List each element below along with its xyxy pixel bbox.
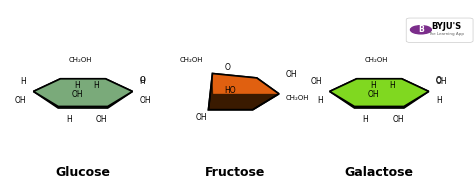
- Text: The Learning App: The Learning App: [428, 32, 465, 36]
- Polygon shape: [33, 79, 132, 106]
- Text: H: H: [317, 96, 322, 105]
- Circle shape: [410, 26, 431, 34]
- Text: OH: OH: [15, 96, 26, 105]
- Polygon shape: [330, 79, 429, 106]
- Text: CH₂OH: CH₂OH: [179, 57, 203, 63]
- Text: H: H: [93, 81, 99, 90]
- Text: O: O: [436, 76, 442, 85]
- Text: H: H: [390, 81, 395, 90]
- Text: OH: OH: [96, 115, 108, 124]
- Text: OH: OH: [392, 115, 404, 124]
- Text: BYJU'S: BYJU'S: [431, 22, 462, 31]
- Text: H: H: [362, 115, 368, 124]
- Text: Glucose: Glucose: [55, 166, 110, 179]
- Text: CH₂OH: CH₂OH: [365, 57, 389, 63]
- Text: H: H: [436, 96, 442, 105]
- Text: OH: OH: [436, 77, 447, 86]
- Text: H: H: [20, 77, 26, 86]
- Text: OH: OH: [311, 77, 322, 86]
- Polygon shape: [209, 73, 279, 110]
- Polygon shape: [330, 79, 429, 108]
- Text: H: H: [371, 81, 376, 90]
- Text: O: O: [224, 63, 230, 72]
- Polygon shape: [212, 73, 279, 94]
- Text: OH: OH: [72, 90, 83, 99]
- Text: OH: OH: [139, 96, 151, 105]
- Text: Galactose: Galactose: [345, 166, 414, 179]
- Text: OH: OH: [368, 90, 379, 99]
- Polygon shape: [33, 79, 132, 108]
- Text: OH: OH: [195, 113, 207, 121]
- Text: CH₂OH: CH₂OH: [69, 57, 92, 63]
- Text: CH₂OH: CH₂OH: [286, 94, 310, 101]
- Text: B: B: [418, 25, 424, 34]
- Text: Fructose: Fructose: [204, 166, 265, 179]
- Text: H: H: [74, 81, 80, 90]
- Text: OH: OH: [286, 70, 298, 79]
- Text: H: H: [66, 115, 72, 124]
- FancyBboxPatch shape: [406, 18, 473, 42]
- Text: H: H: [139, 77, 146, 86]
- Text: HO: HO: [224, 86, 236, 95]
- Text: O: O: [139, 76, 146, 85]
